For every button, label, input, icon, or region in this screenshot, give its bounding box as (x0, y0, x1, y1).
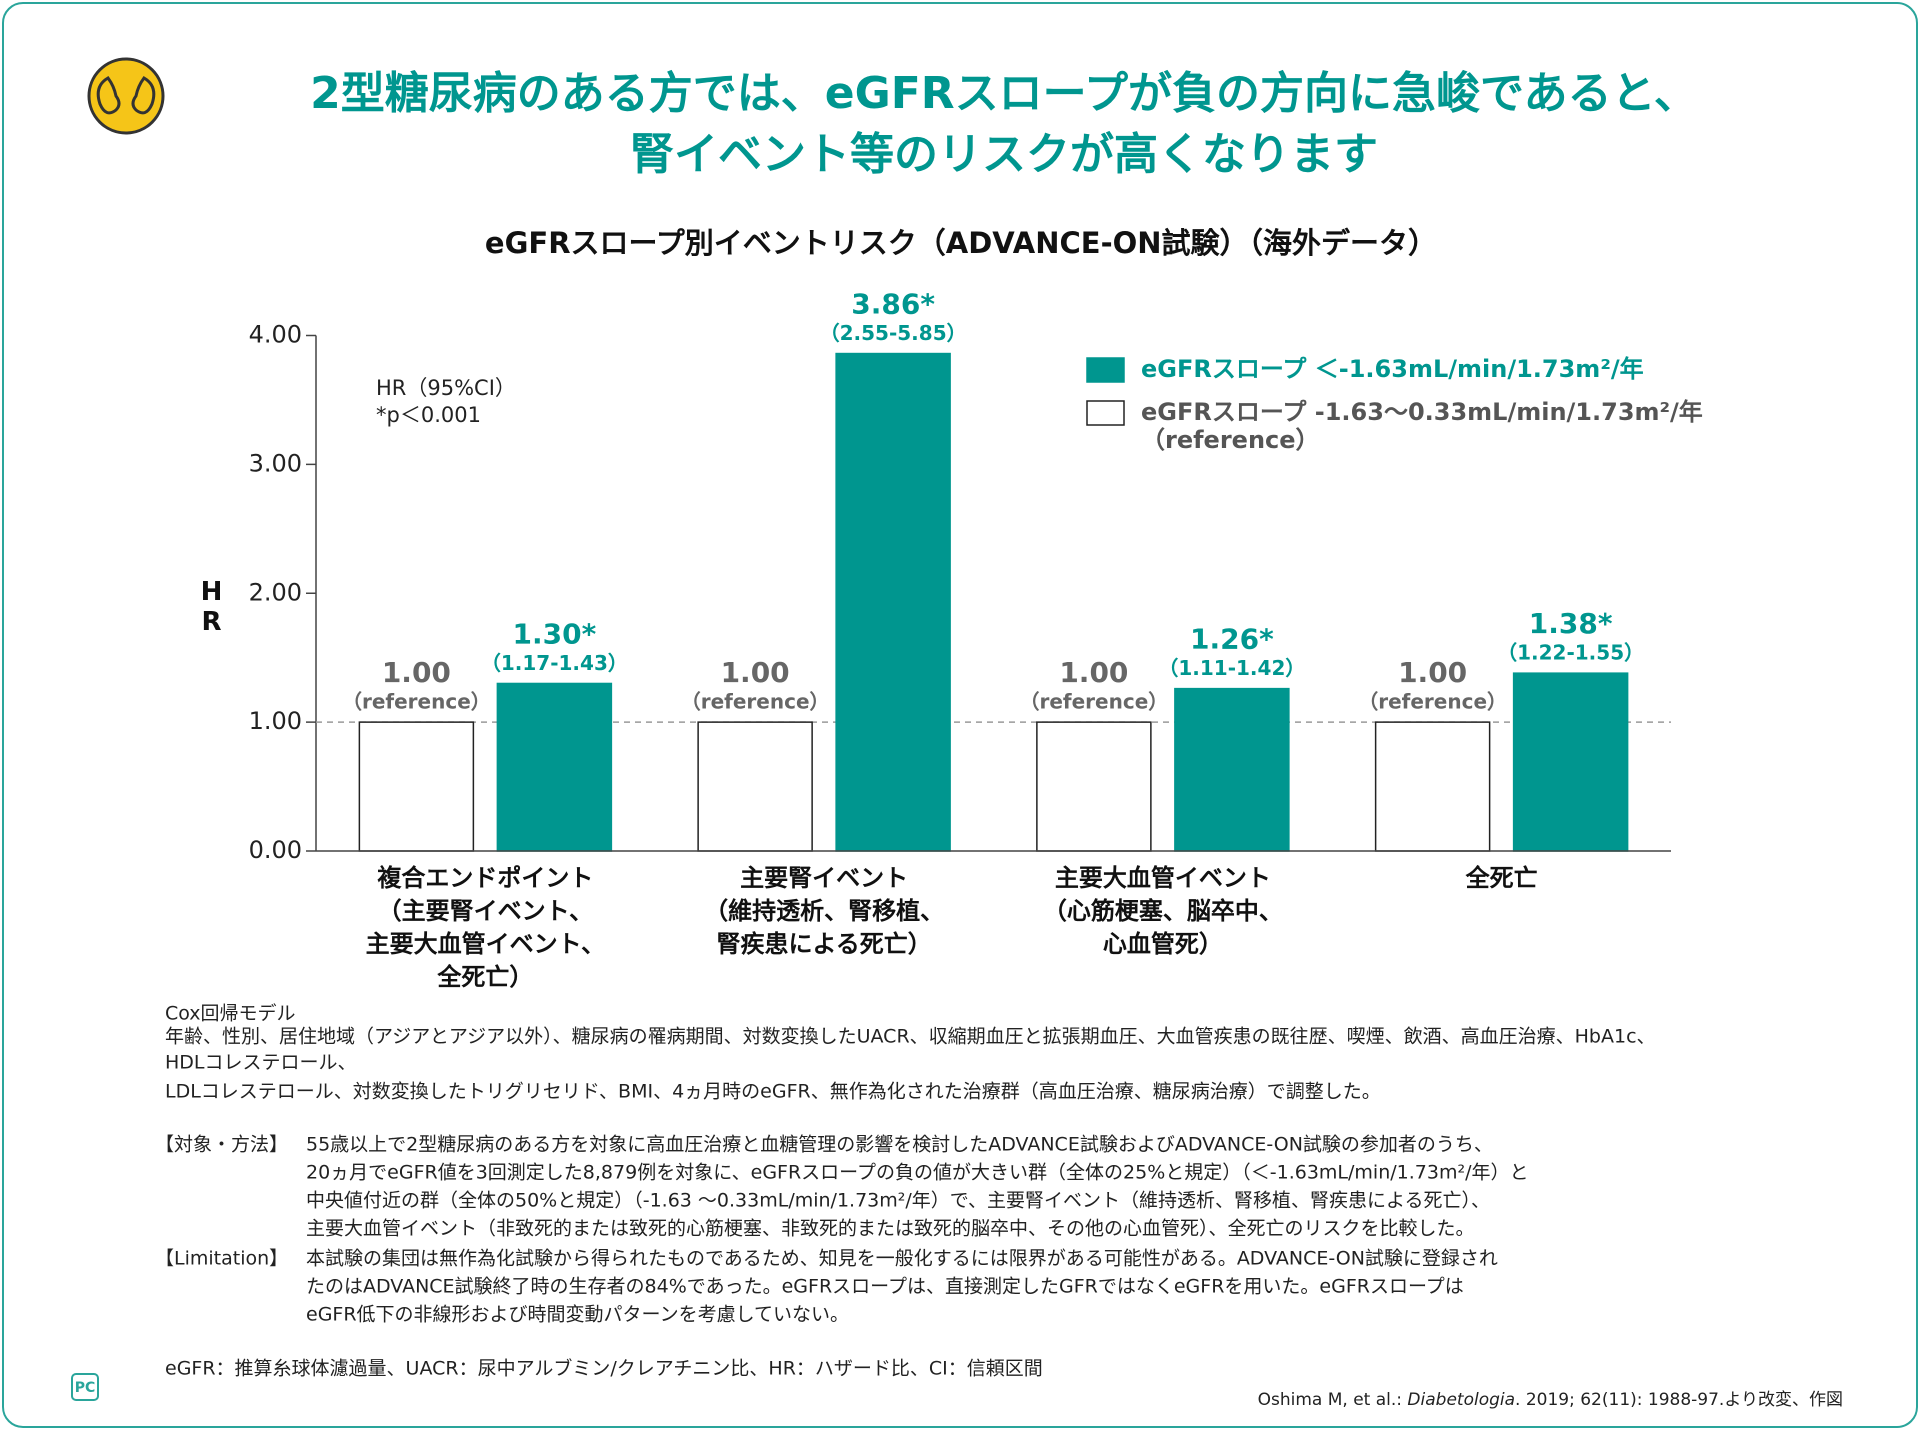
value-label: 1.30* (513, 617, 597, 650)
bar (1036, 721, 1152, 852)
value-label: 1.00 (1398, 656, 1467, 689)
x-tick-label: 主要大血管イベント、 (366, 930, 606, 958)
ci-label: （reference） (1019, 690, 1168, 714)
value-label: 1.00 (1059, 656, 1128, 689)
model-note: HDLコレステロール、 (165, 1052, 357, 1074)
ci-label: （reference） (1358, 690, 1507, 714)
ci-label: （2.55-5.85） (820, 321, 967, 345)
bar (358, 721, 475, 852)
bar (697, 721, 813, 852)
ci-label: （reference） (342, 690, 491, 714)
bar (1374, 721, 1491, 852)
abbreviations: eGFR：推算糸球体濾過量、UACR：尿中アルブミン/クレアチニン比、HR：ハザ… (165, 1357, 1043, 1380)
ci-label: （1.17-1.43） (481, 651, 628, 675)
legend-label: eGFRスロープ ＜-1.63mL/min/1.73m²/年 (1141, 355, 1644, 383)
model-note: LDLコレステロール、対数変換したトリグリセリド、BMI、4ヵ月時のeGFR、無… (165, 1081, 1381, 1103)
limitation-label: 【Limitation】 (155, 1248, 288, 1270)
legend-swatch (1086, 357, 1125, 383)
kidney-icon (87, 57, 165, 135)
method-text: 20ヵ月でeGFR値を3回測定した8,879例を対象に、eGFRスロープの負の値… (306, 1162, 1528, 1184)
x-tick-label: 全死亡 (1465, 864, 1538, 892)
method-text: 55歳以上で2型糖尿病のある方を対象に高血圧治療と血糖管理の影響を検討したADV… (306, 1134, 1493, 1156)
legend-label: eGFRスロープ -1.63～0.33mL/min/1.73m²/年 (1141, 398, 1703, 426)
limitation-text: eGFR低下の非線形および時間変動パターンを考慮していない。 (306, 1304, 849, 1326)
model-note: Cox回帰モデル (165, 1003, 296, 1025)
legend-swatch (1086, 400, 1125, 426)
x-tick-label: 主要腎イベント (740, 864, 908, 892)
x-tick-label: 主要大血管イベント (1055, 864, 1271, 892)
x-tick-label: （心筋梗塞、脳卒中、 (1043, 897, 1283, 925)
value-label: 1.00 (721, 656, 790, 689)
annotation: HR（95%CI） (376, 376, 516, 400)
citation-part: . 2019; 62(11): 1988-97.より改変、作図 (1515, 1390, 1843, 1410)
bar (1512, 672, 1629, 852)
x-tick-label: （主要腎イベント、 (378, 897, 594, 925)
value-label: 3.86* (851, 288, 935, 321)
bar (835, 352, 951, 852)
page-title: 2型糖尿病のある方では、eGFRスロープが負の方向に急峻であると、 (310, 68, 1698, 119)
limitation-text: 本試験の集団は無作為化試験から得られたものであるため、知見を一般化するには限界が… (306, 1248, 1498, 1270)
ci-label: （reference） (681, 690, 830, 714)
value-label: 1.26* (1190, 623, 1274, 656)
ci-label: （1.11-1.42） (1158, 656, 1305, 680)
y-axis-label: HR (197, 577, 227, 637)
x-tick-label: （維持透析、腎移植、 (704, 897, 944, 925)
ci-label: （1.22-1.55） (1497, 641, 1644, 665)
value-label: 1.00 (382, 656, 451, 689)
bar (1174, 687, 1290, 852)
y-tick-label: 2.00 (249, 578, 302, 606)
method-text: 主要大血管イベント（非致死的または致死的心筋梗塞、非致死的または致死的脳卒中、そ… (306, 1218, 1475, 1240)
method-text: 中央値付近の群（全体の50%と規定）（-1.63 ～0.33mL/min/1.7… (306, 1190, 1490, 1212)
x-tick-label: 心血管死） (1103, 930, 1223, 958)
model-note: 年齢、性別、居住地域（アジアとアジア以外）、糖尿病の罹病期間、対数変換したUAC… (165, 1026, 1656, 1048)
chart-title: eGFRスロープ別イベントリスク（ADVANCE-ON試験）（海外データ） (485, 226, 1437, 260)
bar (496, 682, 613, 852)
x-tick-label: 複合エンドポイント (377, 864, 593, 892)
x-tick-label: 腎疾患による死亡） (716, 930, 931, 958)
y-tick-label: 4.00 (249, 321, 302, 349)
citation: Oshima M, et al.: Diabetologia. 2019; 62… (1258, 1390, 1843, 1410)
y-tick-label: 0.00 (249, 836, 302, 864)
citation-part: Diabetologia (1407, 1390, 1515, 1410)
annotation: *p＜0.001 (376, 403, 481, 427)
value-label: 1.38* (1529, 607, 1613, 640)
y-tick-label: 1.00 (249, 707, 302, 735)
x-tick-label: 全死亡） (436, 963, 533, 991)
logo-box (71, 1373, 99, 1401)
page-title: 腎イベント等のリスクが高くなります (630, 129, 1378, 180)
limitation-text: たのはADVANCE試験終了時の生存者の84%であった。eGFRスロープは、直接… (306, 1276, 1464, 1298)
legend-note: （reference） (1141, 426, 1320, 454)
logo: PC (75, 1380, 96, 1396)
y-tick-label: 3.00 (249, 449, 302, 477)
citation-part: Oshima M, et al.: (1258, 1390, 1408, 1410)
method-label: 【対象・方法】 (155, 1134, 288, 1156)
